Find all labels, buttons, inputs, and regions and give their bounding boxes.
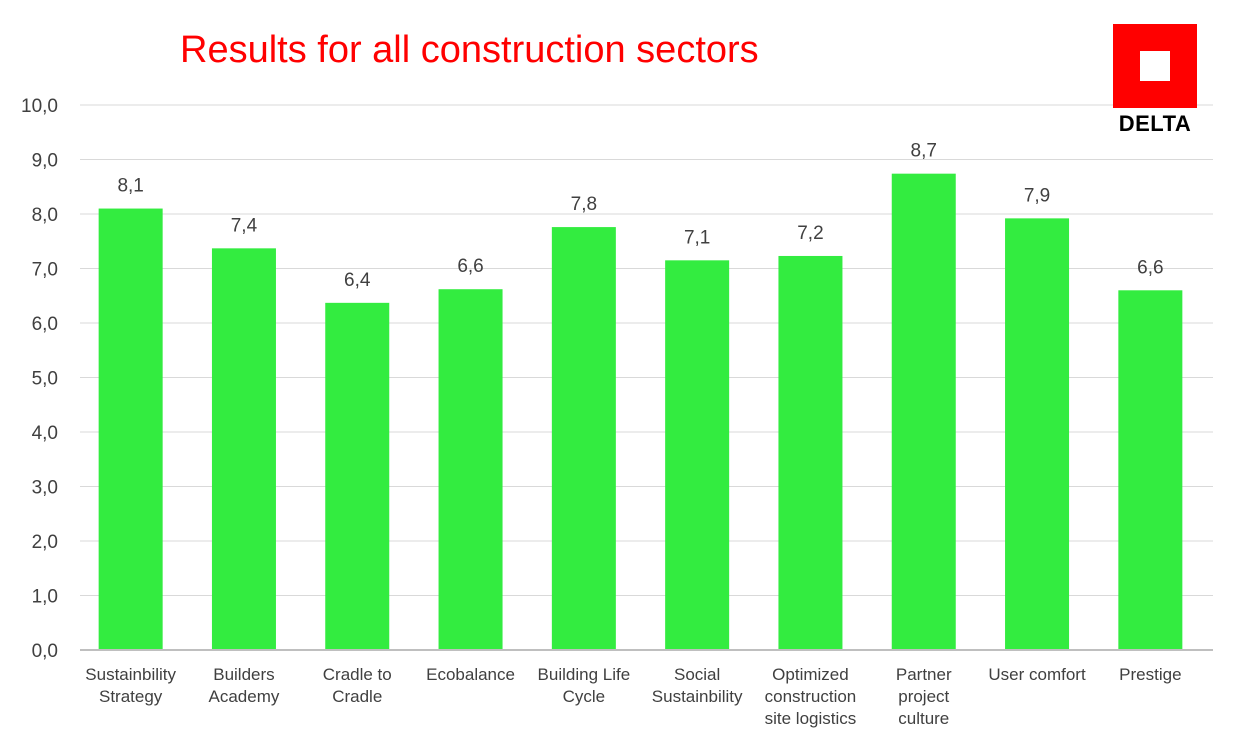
delta-logo: DELTA [1113, 24, 1197, 136]
logo-white-square [1140, 51, 1170, 81]
y-tick-label: 10,0 [21, 96, 58, 117]
bar [211, 248, 276, 650]
data-label: 7,4 [231, 215, 258, 236]
y-tick-label: 3,0 [32, 478, 58, 499]
y-tick-label: 8,0 [32, 205, 58, 226]
data-label: 7,1 [684, 227, 710, 248]
data-label: 7,9 [1024, 185, 1050, 206]
bar [1118, 290, 1183, 650]
x-tick-label: Building Life Cycle [538, 665, 631, 706]
x-tick-label: Ecobalance [426, 665, 515, 684]
y-tick-label: 9,0 [32, 151, 58, 172]
x-tick-label: User comfort [988, 665, 1086, 684]
x-tick-label: Social Sustainbility [652, 665, 743, 706]
y-tick-label: 4,0 [32, 423, 58, 444]
bar [438, 289, 503, 650]
bar [325, 302, 390, 650]
y-tick-label: 1,0 [32, 587, 58, 608]
chart-title: Results for all construction sectors [180, 29, 759, 71]
bar [891, 173, 956, 651]
data-label: 6,4 [344, 270, 371, 291]
bar [778, 255, 843, 650]
bar [551, 227, 616, 650]
y-tick-label: 5,0 [32, 369, 58, 390]
logo-text: DELTA [1118, 111, 1192, 136]
x-tick-label: Optimized construction site logistics [765, 665, 857, 728]
x-tick-label: Builders Academy [209, 665, 280, 706]
bar [665, 260, 730, 650]
bar [98, 208, 163, 651]
x-tick-label: Partner project culture [896, 665, 952, 728]
y-tick-label: 0,0 [32, 641, 58, 662]
y-tick-label: 2,0 [32, 532, 58, 553]
y-tick-label: 6,0 [32, 314, 58, 335]
data-label: 7,2 [797, 223, 823, 244]
x-tick-label: Cradle to Cradle [323, 665, 392, 706]
logo-red-square [1113, 24, 1197, 108]
x-tick-label: Sustainbility Strategy [85, 665, 176, 706]
bar [1005, 218, 1070, 651]
data-label: 7,8 [571, 194, 597, 215]
x-tick-label: Prestige [1119, 665, 1181, 684]
y-tick-label: 7,0 [32, 260, 58, 281]
data-label: 8,1 [117, 176, 143, 197]
data-label: 6,6 [457, 256, 483, 277]
data-label: 6,6 [1137, 257, 1163, 278]
data-label: 8,7 [911, 141, 937, 162]
